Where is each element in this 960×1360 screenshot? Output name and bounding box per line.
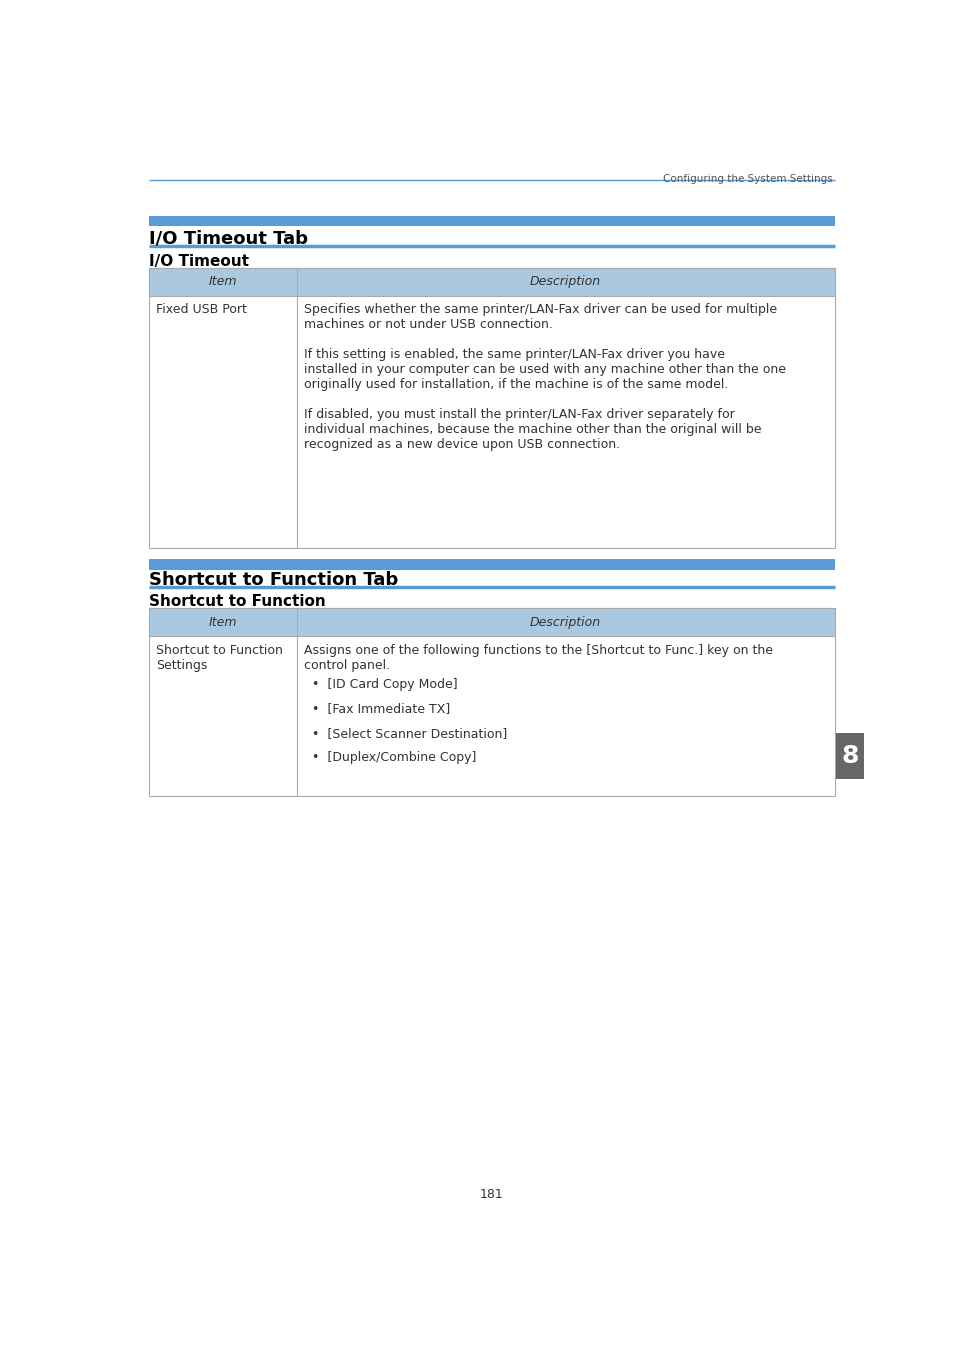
Text: Configuring the System Settings: Configuring the System Settings xyxy=(663,174,833,184)
Bar xyxy=(150,559,834,570)
Bar xyxy=(836,733,864,779)
Text: Shortcut to Function
Settings: Shortcut to Function Settings xyxy=(156,643,282,672)
Text: If disabled, you must install the printer/LAN-Fax driver separately for
individu: If disabled, you must install the printe… xyxy=(304,408,762,452)
Text: •  [ID Card Copy Mode]: • [ID Card Copy Mode] xyxy=(312,677,458,691)
Text: Specifies whether the same printer/LAN-Fax driver can be used for multiple
machi: Specifies whether the same printer/LAN-F… xyxy=(304,303,778,332)
Text: I/O Timeout: I/O Timeout xyxy=(150,254,250,269)
Text: Description: Description xyxy=(530,275,601,288)
Text: Item: Item xyxy=(209,616,237,628)
Text: •  [Duplex/Combine Copy]: • [Duplex/Combine Copy] xyxy=(312,752,476,764)
Bar xyxy=(150,268,834,295)
Bar xyxy=(150,215,834,226)
Text: Assigns one of the following functions to the [Shortcut to Func.] key on the
con: Assigns one of the following functions t… xyxy=(304,643,774,672)
Text: Fixed USB Port: Fixed USB Port xyxy=(156,303,247,317)
Text: I/O Timeout Tab: I/O Timeout Tab xyxy=(150,230,308,248)
Text: 181: 181 xyxy=(480,1189,504,1201)
Text: Item: Item xyxy=(209,275,237,288)
Text: If this setting is enabled, the same printer/LAN-Fax driver you have
installed i: If this setting is enabled, the same pri… xyxy=(304,348,786,392)
Bar xyxy=(150,608,834,636)
Text: •  [Select Scanner Destination]: • [Select Scanner Destination] xyxy=(312,726,508,740)
Text: 8: 8 xyxy=(841,744,859,768)
Text: Description: Description xyxy=(530,616,601,628)
Text: Shortcut to Function: Shortcut to Function xyxy=(150,594,326,609)
Bar xyxy=(150,608,834,796)
Text: Shortcut to Function Tab: Shortcut to Function Tab xyxy=(150,571,398,589)
Text: •  [Fax Immediate TX]: • [Fax Immediate TX] xyxy=(312,702,450,715)
Bar xyxy=(150,268,834,548)
